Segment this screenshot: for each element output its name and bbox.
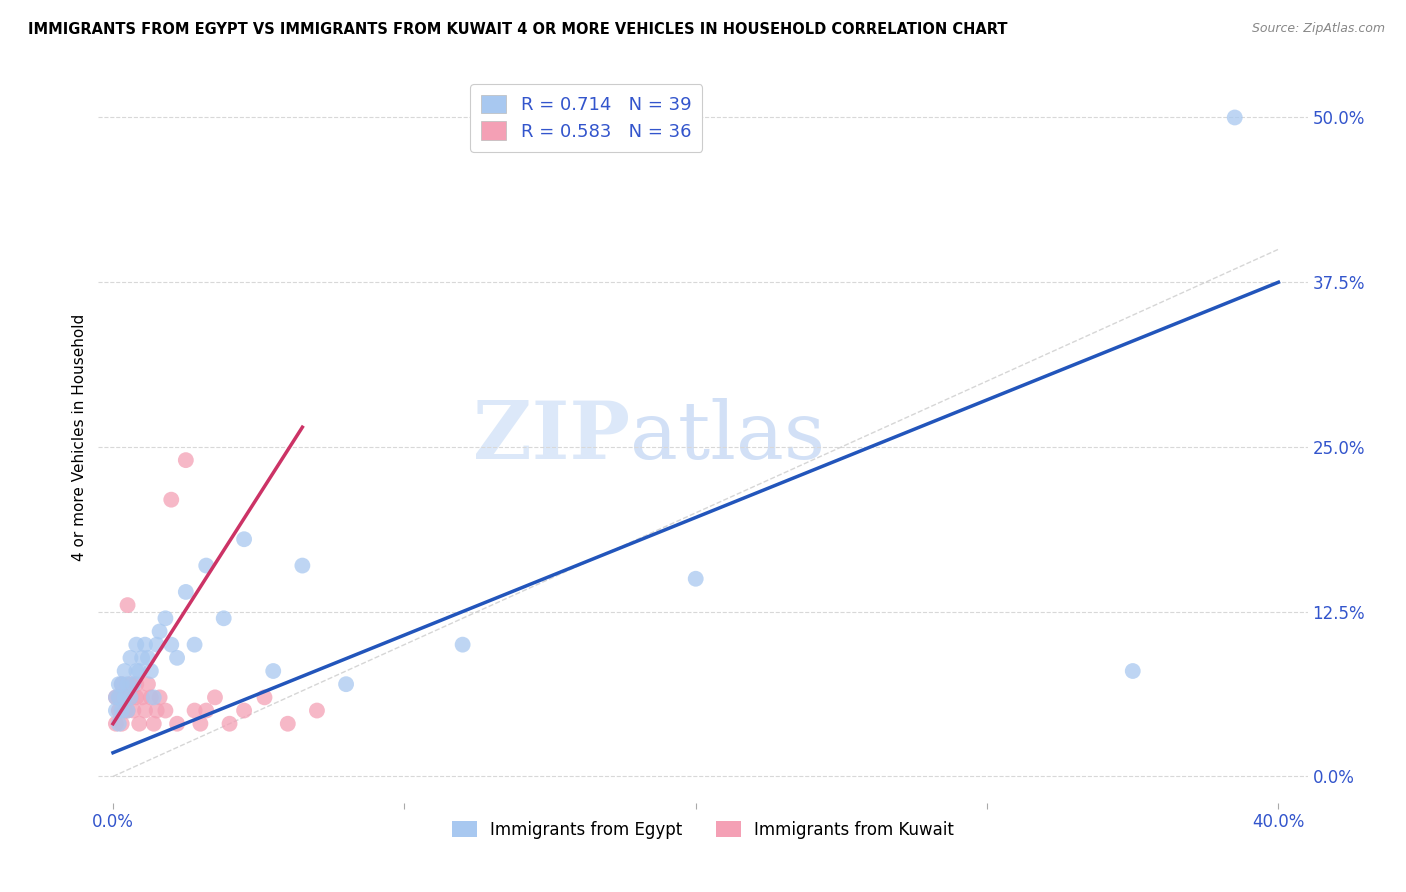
Point [104,690,127,705]
Point [183,638,205,652]
Point [136,650,159,665]
Point [139,664,162,678]
Point [145,638,167,652]
Point [125,664,148,678]
Point [160,492,183,507]
Point [111,704,134,718]
Point [145,704,167,718]
Point [305,704,328,718]
Point [149,690,172,705]
Point [108,677,131,691]
Point [108,704,131,718]
Text: Source: ZipAtlas.com: Source: ZipAtlas.com [1251,22,1385,36]
Point [114,664,136,678]
Point [125,690,148,705]
Point [131,690,153,705]
Point [233,533,256,547]
Y-axis label: 4 or more Vehicles in Household: 4 or more Vehicles in Household [72,313,87,561]
Point [335,677,357,691]
Point [117,704,139,718]
Point [104,690,127,705]
Point [125,638,148,652]
Point [155,611,177,625]
Point [218,716,240,731]
Point [104,704,127,718]
Point [134,704,156,718]
Point [122,704,145,718]
Legend: Immigrants from Egypt, Immigrants from Kuwait: Immigrants from Egypt, Immigrants from K… [446,814,960,846]
Point [142,716,165,731]
Point [174,585,197,599]
Point [139,690,162,705]
Point [212,611,235,625]
Point [451,638,474,652]
Point [120,690,142,705]
Point [136,677,159,691]
Point [108,690,131,705]
Point [1122,664,1144,678]
Point [1223,111,1246,125]
Point [195,704,218,718]
Point [149,624,172,639]
Point [111,677,134,691]
Point [685,572,707,586]
Point [122,677,145,691]
Point [114,690,136,705]
Point [253,690,276,705]
Point [134,638,156,652]
Point [233,704,256,718]
Point [190,716,212,731]
Point [291,558,314,573]
Point [108,690,131,705]
Point [160,638,183,652]
Point [108,716,131,731]
Point [120,677,142,691]
Point [117,704,139,718]
Point [111,677,134,691]
Point [155,704,177,718]
Point [114,690,136,705]
Point [128,716,150,731]
Text: atlas: atlas [630,398,825,476]
Point [120,690,142,705]
Point [117,677,139,691]
Point [183,704,205,718]
Point [142,690,165,705]
Text: ZIP: ZIP [474,398,630,476]
Point [262,664,284,678]
Point [277,716,299,731]
Point [195,558,218,573]
Text: IMMIGRANTS FROM EGYPT VS IMMIGRANTS FROM KUWAIT 4 OR MORE VEHICLES IN HOUSEHOLD : IMMIGRANTS FROM EGYPT VS IMMIGRANTS FROM… [28,22,1008,37]
Point [117,598,139,612]
Point [111,716,134,731]
Point [166,650,188,665]
Point [166,716,188,731]
Point [104,716,127,731]
Point [125,677,148,691]
Point [120,650,142,665]
Point [131,650,153,665]
Point [128,664,150,678]
Point [174,453,197,467]
Point [204,690,226,705]
Point [114,704,136,718]
